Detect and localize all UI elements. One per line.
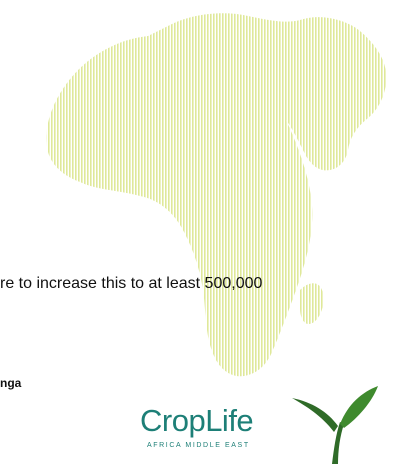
sprout-icon xyxy=(292,386,378,464)
croplife-logo: CropLife AFRICA MIDDLE EAST xyxy=(140,382,380,464)
logo-tagline: AFRICA MIDDLE EAST xyxy=(147,442,250,449)
logo-wordmark: CropLife xyxy=(140,403,254,438)
slide-body-text: re to increase this to at least 500,000 xyxy=(0,275,263,292)
presenter-name-text: nga xyxy=(0,376,22,390)
